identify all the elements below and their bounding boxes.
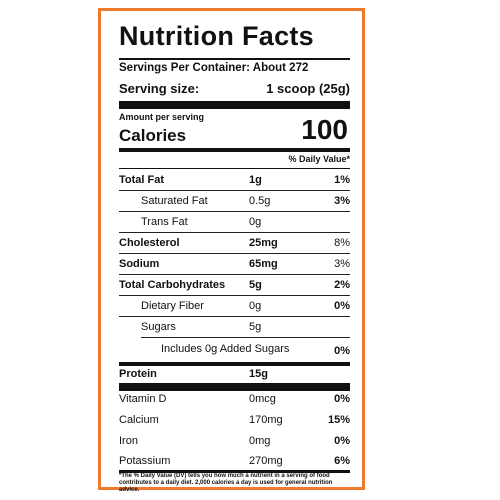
vitamin-amount: 0mcg bbox=[249, 393, 276, 405]
nutrient-row-cholesterol: Cholesterol 25mg 8% bbox=[119, 234, 350, 254]
nutrient-dv: 2% bbox=[334, 279, 350, 291]
daily-value-footnote: *The % Daily Value (DV) tells you how mu… bbox=[119, 473, 333, 493]
calories-label: Calories bbox=[119, 126, 187, 145]
vitamin-amount: 0mg bbox=[249, 435, 271, 447]
nutrient-label: Cholesterol bbox=[119, 237, 180, 249]
nutrient-row-dietary-fiber: Dietary Fiber 0g 0% bbox=[119, 297, 350, 317]
servings-per-container: Servings Per Container: About 272 bbox=[119, 62, 309, 74]
serving-size-divider bbox=[119, 101, 350, 109]
calories-divider bbox=[119, 148, 350, 152]
nutrient-amount: 65mg bbox=[249, 258, 278, 270]
vitamin-dv: 0% bbox=[334, 393, 350, 405]
serving-size-value: 1 scoop (25g) bbox=[266, 81, 350, 96]
vitamin-dv: 0% bbox=[334, 435, 350, 447]
nutrient-dv: 0% bbox=[334, 300, 350, 312]
row-divider bbox=[119, 211, 350, 212]
nutrition-facts-panel: Nutrition Facts Servings Per Container: … bbox=[98, 8, 365, 493]
nutrient-row-total-carbohydrates: Total Carbohydrates 5g 2% bbox=[119, 276, 350, 296]
nutrient-label: Total Fat bbox=[119, 174, 165, 186]
daily-value-divider bbox=[119, 168, 350, 169]
row-divider bbox=[119, 232, 350, 233]
nutrient-amount: 5g bbox=[249, 279, 262, 291]
nutrient-amount: 0.5g bbox=[249, 195, 271, 207]
nutrient-label: Protein bbox=[119, 368, 157, 380]
nutrient-row-total-fat: Total Fat 1g 1% bbox=[119, 171, 350, 191]
nutrient-label: Includes 0g Added Sugars bbox=[161, 343, 290, 355]
row-divider bbox=[119, 274, 350, 275]
nutrient-amount: 0g bbox=[249, 216, 262, 228]
nutrient-label: Sugars bbox=[141, 321, 176, 333]
nutrient-dv: 0% bbox=[334, 345, 350, 357]
nutrient-row-saturated-fat: Saturated Fat 0.5g 3% bbox=[119, 192, 350, 212]
nutrient-row-trans-fat: Trans Fat 0g bbox=[119, 213, 350, 233]
nutrient-label: Sodium bbox=[119, 258, 160, 270]
footnote-divider bbox=[119, 470, 350, 473]
calories-value: 100 bbox=[301, 114, 348, 145]
daily-value-header: % Daily Value* bbox=[288, 154, 350, 164]
nutrient-dv: 1% bbox=[334, 174, 350, 186]
nutrient-row-added-sugars: Includes 0g Added Sugars 0% bbox=[119, 340, 350, 362]
vitamin-row-calcium: Calcium 170mg 15% bbox=[119, 408, 350, 428]
vitamin-amount: 170mg bbox=[249, 414, 283, 426]
vitamin-row-potassium: Potassium 270mg 6% bbox=[119, 450, 350, 470]
nutrient-label: Dietary Fiber bbox=[141, 300, 204, 312]
nutrient-label: Saturated Fat bbox=[141, 195, 208, 207]
label-title: Nutrition Facts bbox=[119, 21, 315, 51]
vitamin-label: Vitamin D bbox=[119, 393, 167, 405]
nutrient-amount: 1g bbox=[249, 174, 262, 186]
nutrient-dv: 3% bbox=[334, 258, 350, 270]
nutrient-row-protein: Protein 15g bbox=[119, 366, 350, 384]
protein-top-divider bbox=[119, 362, 350, 366]
nutrient-amount: 5g bbox=[249, 321, 262, 333]
nutrient-dv: 8% bbox=[334, 237, 350, 249]
row-divider bbox=[141, 337, 350, 338]
title-divider bbox=[119, 58, 350, 60]
nutrient-label: Total Carbohydrates bbox=[119, 279, 226, 291]
vitamin-row-vitamin-d: Vitamin D 0mcg 0% bbox=[119, 387, 350, 407]
nutrient-amount: 25mg bbox=[249, 237, 278, 249]
nutrient-row-sugars: Sugars 5g bbox=[119, 318, 350, 338]
amount-per-serving: Amount per serving bbox=[119, 112, 205, 122]
row-divider bbox=[119, 253, 350, 254]
row-divider bbox=[119, 295, 350, 296]
vitamin-dv: 6% bbox=[334, 455, 350, 467]
nutrient-label: Trans Fat bbox=[141, 216, 188, 228]
vitamin-row-iron: Iron 0mg 0% bbox=[119, 429, 350, 449]
nutrient-row-sodium: Sodium 65mg 3% bbox=[119, 255, 350, 275]
row-divider bbox=[119, 316, 350, 317]
vitamin-label: Iron bbox=[119, 435, 138, 447]
nutrient-amount: 15g bbox=[249, 368, 268, 380]
protein-bottom-divider bbox=[119, 383, 350, 391]
row-divider bbox=[119, 190, 350, 191]
vitamin-dv: 15% bbox=[327, 414, 350, 426]
vitamin-amount: 270mg bbox=[249, 455, 283, 467]
serving-size-label: Serving size: bbox=[119, 81, 200, 96]
vitamin-label: Calcium bbox=[119, 414, 159, 426]
nutrient-dv: 3% bbox=[334, 195, 350, 207]
vitamin-label: Potassium bbox=[119, 455, 171, 467]
nutrient-amount: 0g bbox=[249, 300, 262, 312]
